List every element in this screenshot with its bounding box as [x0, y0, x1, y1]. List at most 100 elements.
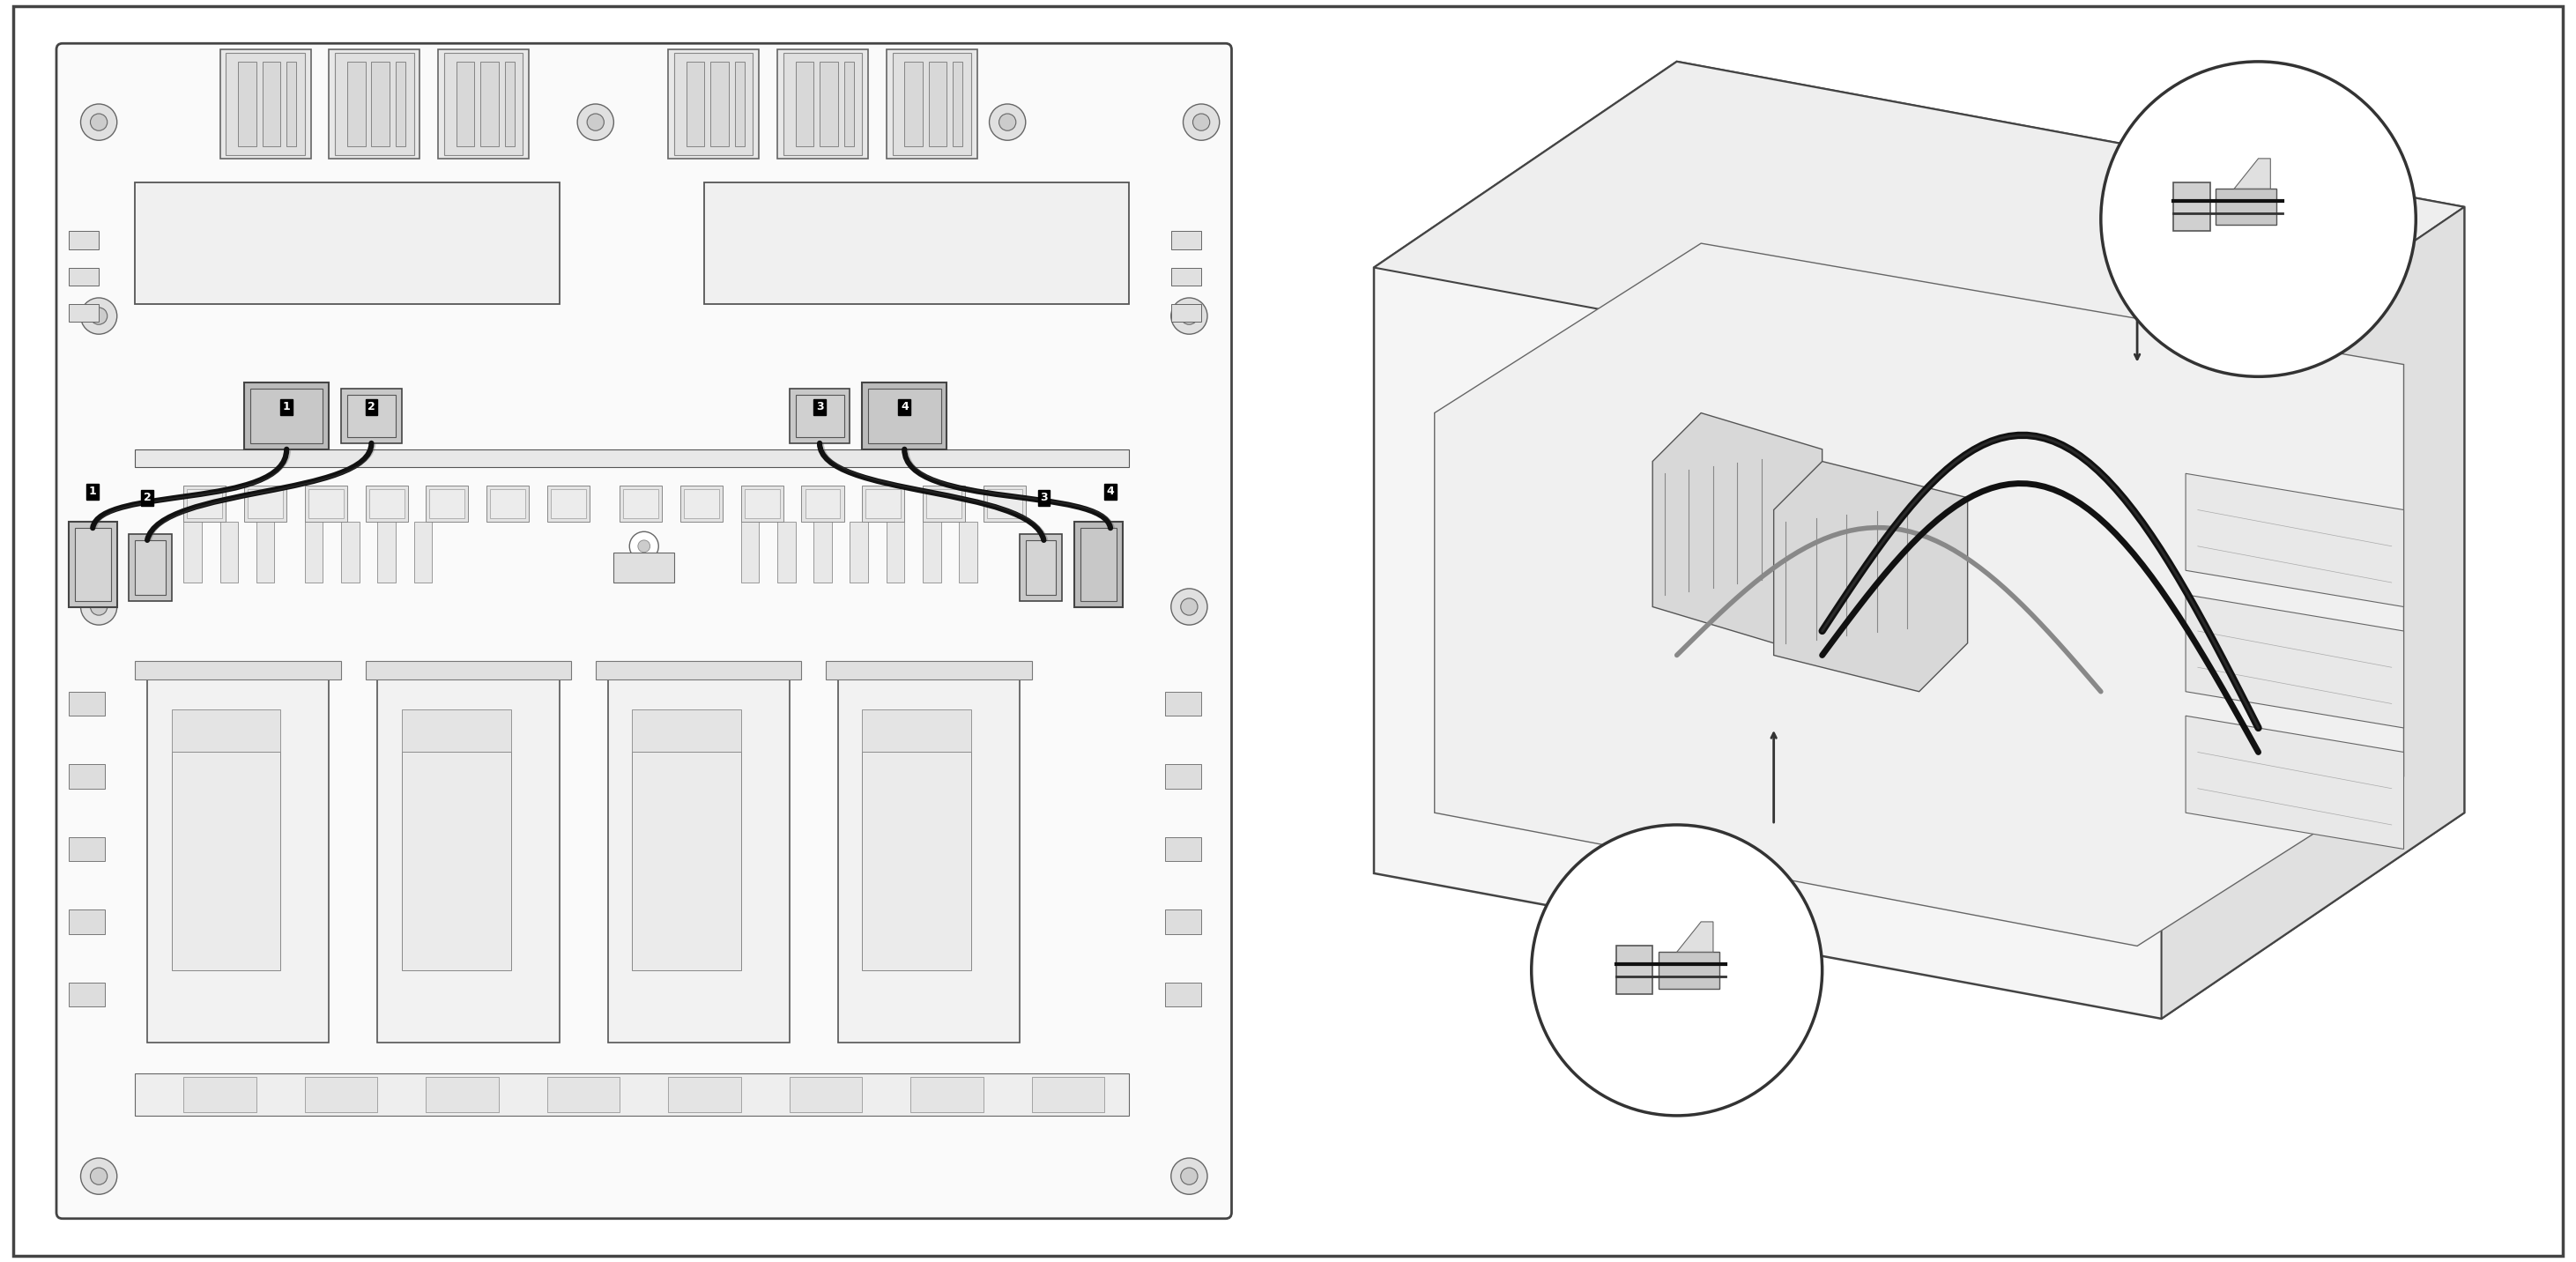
Bar: [1164, 910, 1200, 934]
Bar: [309, 490, 343, 519]
Bar: [304, 1076, 379, 1112]
Bar: [621, 486, 662, 522]
Bar: [788, 389, 850, 443]
Bar: [183, 1076, 258, 1112]
Polygon shape: [1435, 244, 2403, 946]
Circle shape: [989, 103, 1025, 140]
Bar: [608, 679, 788, 1042]
Bar: [70, 910, 106, 934]
Bar: [335, 53, 415, 155]
Bar: [487, 486, 528, 522]
Bar: [304, 522, 322, 583]
Bar: [1025, 540, 1056, 594]
Bar: [505, 62, 515, 146]
Text: 4: 4: [1108, 486, 1115, 497]
Bar: [922, 486, 966, 522]
Bar: [742, 486, 783, 522]
Bar: [667, 1076, 742, 1112]
Bar: [70, 304, 98, 322]
Bar: [245, 382, 330, 449]
Bar: [489, 490, 526, 519]
Text: 4: 4: [902, 401, 909, 413]
Bar: [134, 1073, 1128, 1116]
Bar: [173, 709, 281, 752]
Bar: [366, 486, 407, 522]
Bar: [2174, 183, 2210, 231]
Bar: [1164, 837, 1200, 861]
Bar: [685, 62, 706, 146]
Circle shape: [80, 1159, 116, 1194]
Bar: [891, 53, 971, 155]
Bar: [70, 268, 98, 285]
Bar: [425, 486, 469, 522]
Bar: [667, 49, 760, 159]
Polygon shape: [1373, 62, 2465, 413]
Bar: [837, 679, 1020, 1042]
Bar: [70, 522, 116, 607]
Bar: [227, 53, 304, 155]
Polygon shape: [2184, 473, 2403, 607]
Circle shape: [1180, 1167, 1198, 1185]
Bar: [827, 661, 1030, 679]
Bar: [801, 486, 845, 522]
Bar: [379, 522, 397, 583]
Circle shape: [1533, 825, 1821, 1116]
Circle shape: [848, 1005, 876, 1034]
Circle shape: [278, 1005, 307, 1034]
Circle shape: [587, 114, 603, 131]
Bar: [778, 522, 796, 583]
Polygon shape: [2184, 716, 2403, 849]
Bar: [930, 62, 948, 146]
Bar: [814, 522, 832, 583]
Bar: [863, 752, 971, 970]
Bar: [425, 1076, 500, 1112]
Bar: [134, 540, 165, 594]
Polygon shape: [1373, 62, 2465, 1018]
Bar: [796, 62, 814, 146]
Bar: [340, 389, 402, 443]
Bar: [371, 62, 389, 146]
Bar: [953, 62, 963, 146]
Bar: [1030, 1076, 1105, 1112]
Bar: [70, 692, 106, 716]
Bar: [219, 49, 312, 159]
Bar: [1659, 952, 1718, 988]
Circle shape: [149, 233, 170, 252]
Bar: [330, 49, 420, 159]
Circle shape: [157, 1005, 185, 1034]
Text: 3: 3: [817, 401, 824, 413]
Bar: [263, 62, 281, 146]
Bar: [927, 490, 961, 519]
Bar: [134, 183, 559, 304]
Bar: [796, 395, 845, 437]
Circle shape: [1172, 298, 1208, 334]
Bar: [70, 765, 106, 789]
Bar: [368, 490, 404, 519]
Bar: [70, 982, 106, 1007]
Bar: [1074, 522, 1123, 607]
Bar: [188, 490, 222, 519]
Bar: [546, 486, 590, 522]
Bar: [744, 490, 781, 519]
Bar: [219, 522, 237, 583]
Bar: [922, 522, 940, 583]
Circle shape: [577, 103, 613, 140]
Bar: [863, 382, 948, 449]
Circle shape: [80, 298, 116, 334]
Bar: [623, 490, 659, 519]
Circle shape: [2102, 62, 2416, 376]
Bar: [1615, 946, 1654, 994]
Circle shape: [386, 1005, 417, 1034]
Bar: [397, 62, 404, 146]
Bar: [685, 490, 719, 519]
Circle shape: [80, 588, 116, 625]
Bar: [286, 62, 296, 146]
Bar: [904, 62, 922, 146]
Bar: [886, 522, 904, 583]
Bar: [819, 62, 837, 146]
Circle shape: [90, 598, 108, 616]
Bar: [613, 553, 675, 583]
FancyBboxPatch shape: [57, 43, 1231, 1219]
Bar: [1164, 982, 1200, 1007]
Bar: [147, 679, 330, 1042]
